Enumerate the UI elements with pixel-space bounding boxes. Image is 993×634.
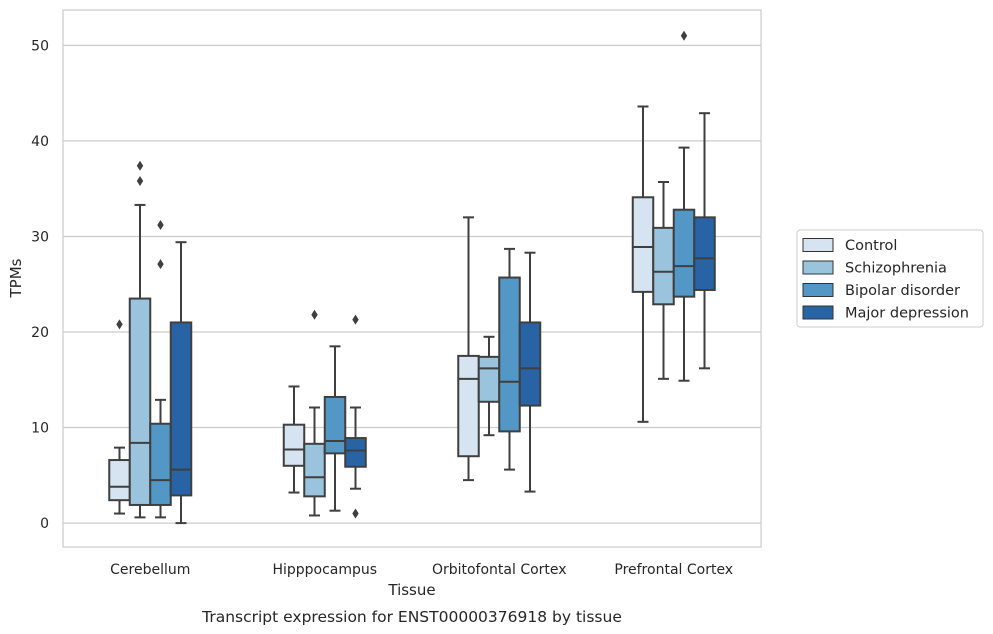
box-mark <box>128 160 152 519</box>
box-body <box>108 459 131 502</box>
box-mark <box>108 319 131 515</box>
box-mark <box>652 180 675 380</box>
y-axis-title: TPMs <box>7 258 25 298</box>
box-body <box>672 208 696 298</box>
series-bipolar-disorder <box>149 30 696 519</box>
legend-label: Bipolar disorder <box>845 283 960 299</box>
legend-swatch <box>802 283 834 297</box>
x-tick-labels: Cerebellum Hipppocampus Orbitofontal Corte… <box>110 562 733 578</box>
outlier-point <box>352 314 359 325</box>
outlier-point <box>136 160 144 171</box>
box-body <box>344 437 367 468</box>
legend-label: Control <box>845 238 897 254</box>
y-tick-label: 50 <box>31 38 49 54</box>
box-mark <box>344 314 367 519</box>
box-body <box>498 276 521 433</box>
outlier-point <box>157 219 164 230</box>
outlier-point <box>157 259 164 270</box>
box-mark <box>303 309 326 517</box>
legend-frame <box>796 229 984 328</box>
box-body <box>652 226 675 306</box>
legend-label: Schizophrenia <box>845 261 947 277</box>
y-tick-label: 20 <box>31 325 49 341</box>
box-mark <box>457 216 480 482</box>
y-tick-label: 10 <box>31 421 49 437</box>
outlier-point <box>311 309 318 320</box>
box-mark <box>498 247 521 471</box>
series-schizophrenia <box>128 160 675 519</box>
y-tick-label: 40 <box>31 134 49 150</box>
box-mark <box>149 219 172 519</box>
plot-frame <box>62 9 762 548</box>
box-body <box>169 321 193 497</box>
box-mark <box>631 105 655 423</box>
box-body <box>282 423 306 467</box>
box-body <box>518 321 542 407</box>
legend-swatch <box>802 305 834 320</box>
box-mark <box>323 345 347 512</box>
y-tick-label: 30 <box>31 229 49 245</box>
box-body <box>303 442 326 498</box>
box-body <box>323 395 347 455</box>
box-mark <box>169 241 193 525</box>
x-tick-label: Orbitofontal Cortex <box>432 562 567 578</box>
y-tick-labels: 0 10 20 30 40 50 <box>31 38 49 532</box>
box-body <box>477 355 501 403</box>
outlier-point <box>116 319 123 330</box>
chart-caption: Transcript expression for ENST0000037691… <box>201 608 622 626</box>
box-body <box>693 216 716 291</box>
legend-label: Major depression <box>845 306 969 322</box>
box-body <box>128 297 152 506</box>
x-tick-label: Hipppocampus <box>272 562 377 578</box>
box-body <box>457 354 480 458</box>
box-mark <box>672 30 696 382</box>
legend-swatch <box>802 238 834 252</box>
outlier-point <box>136 176 144 187</box>
y-tick-label: 0 <box>40 516 49 532</box>
outlier-point <box>680 30 688 41</box>
legend: Control Schizophrenia Bipolar disorder Majo… <box>796 229 984 328</box>
box-mark <box>518 251 542 493</box>
box-body <box>149 422 172 506</box>
x-axis-title: Tissue <box>387 581 435 599</box>
x-tick-label: Cerebellum <box>110 562 190 578</box>
x-tick-label: Prefrontal Cortex <box>614 562 733 578</box>
box-mark <box>693 112 716 370</box>
box-body <box>631 196 655 293</box>
series-major-depression <box>169 112 716 525</box>
box-mark <box>477 335 501 437</box>
outlier-point <box>352 508 359 519</box>
legend-swatch <box>802 260 834 275</box>
box-series-layer <box>108 30 716 525</box>
box-mark <box>282 385 306 494</box>
